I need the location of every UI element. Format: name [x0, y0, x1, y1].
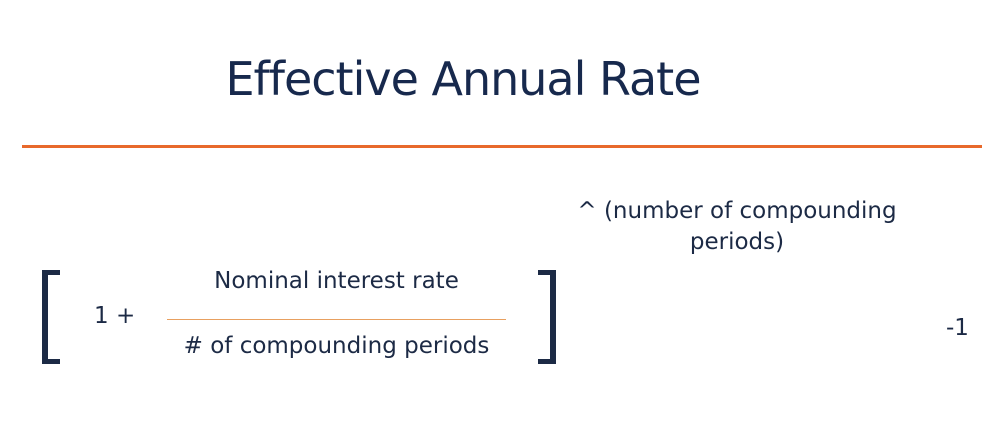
- one-plus: 1 +: [94, 303, 136, 329]
- exponent: ^ (number of compounding periods): [577, 198, 897, 255]
- title: Effective Annual Rate: [225, 52, 701, 106]
- right-bracket: [538, 270, 556, 364]
- minus-one: -1: [946, 315, 969, 341]
- divider: [22, 145, 982, 148]
- fraction-line: [167, 319, 506, 320]
- numerator: Nominal interest rate: [214, 268, 459, 294]
- denominator: # of compounding periods: [183, 333, 490, 359]
- left-bracket: [42, 270, 60, 364]
